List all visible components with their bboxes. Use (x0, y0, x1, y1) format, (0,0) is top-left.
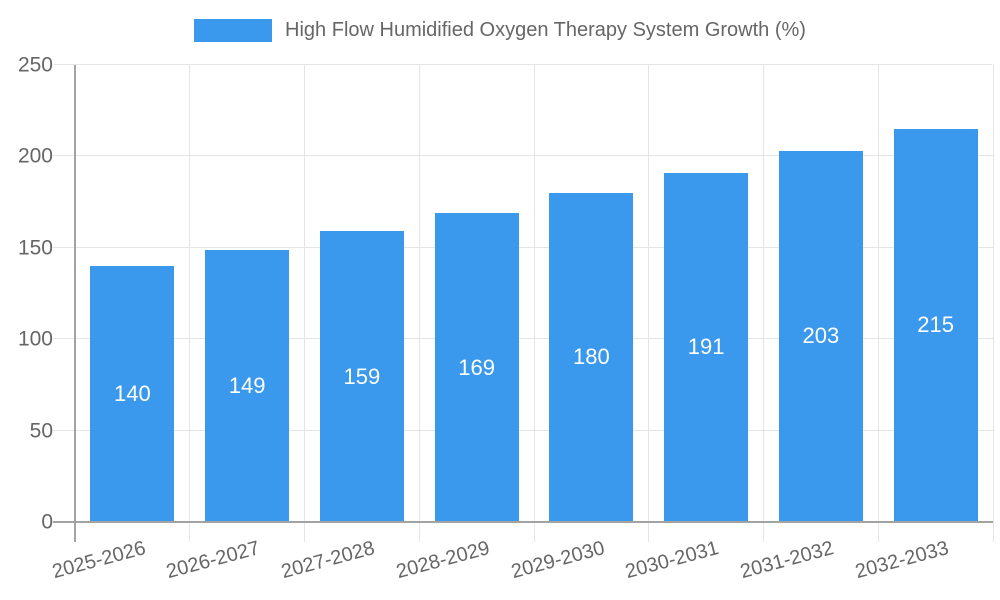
v-gridline (648, 65, 650, 542)
bar-band: 215 (878, 65, 993, 522)
bar-band: 180 (534, 65, 649, 522)
bar-value-label: 191 (687, 334, 725, 360)
v-gridline (418, 65, 420, 542)
bar[interactable]: 159 (319, 231, 404, 522)
x-axis-tick-label: 2025-2026 (49, 537, 148, 584)
y-axis-tick-label: 150 (17, 236, 53, 260)
bar-value-label: 159 (343, 363, 381, 389)
x-axis-tick-label: 2030-2031 (623, 537, 722, 584)
bar[interactable]: 203 (778, 150, 863, 522)
v-gridline (189, 65, 191, 542)
y-axis-tick-label: 200 (17, 144, 53, 168)
y-axis-tick-label: 0 (41, 510, 53, 534)
v-gridline (304, 65, 305, 542)
bar[interactable]: 149 (205, 249, 289, 522)
bar-band: 149 (190, 65, 305, 522)
v-gridline (877, 65, 879, 542)
bar-value-label: 140 (114, 381, 151, 407)
h-gridline (53, 246, 993, 248)
h-gridline (53, 429, 993, 431)
bar[interactable]: 169 (434, 213, 519, 522)
x-axis-tick-label: 2028-2029 (393, 537, 493, 584)
y-axis-tick-label: 50 (29, 419, 53, 443)
bar-band: 191 (649, 65, 764, 522)
v-gridline (763, 65, 764, 542)
x-axis-tick-label: 2027-2028 (279, 537, 378, 584)
v-gridline (992, 65, 994, 542)
y-axis-line (74, 65, 76, 542)
bar[interactable]: 191 (664, 172, 748, 522)
bar-band: 159 (305, 65, 420, 522)
bar[interactable]: 180 (549, 192, 634, 522)
bar-value-label: 215 (917, 312, 954, 338)
h-gridline (53, 338, 993, 340)
legend-swatch[interactable] (194, 19, 273, 42)
bar-band: 140 (75, 65, 190, 522)
bar[interactable]: 140 (90, 266, 175, 522)
bar-value-label: 180 (573, 344, 610, 370)
bar[interactable]: 215 (893, 128, 978, 522)
x-axis-tick-label: 2029-2030 (508, 537, 607, 584)
bar-value-label: 169 (458, 354, 495, 380)
bar-value-label: 149 (228, 372, 266, 398)
y-axis-tick-label: 250 (17, 53, 53, 77)
legend[interactable]: High Flow Humidified Oxygen Therapy Syst… (0, 19, 1000, 42)
h-gridline (53, 64, 993, 65)
x-axis-tick-label: 2032-2033 (852, 537, 952, 584)
bar-value-label: 203 (802, 323, 840, 349)
chart-title: High Flow Humidified Oxygen Therapy Syst… (285, 19, 806, 41)
x-axis-line (53, 521, 993, 523)
v-gridline (533, 65, 535, 542)
x-axis-tick-label: 2026-2027 (164, 537, 263, 584)
h-gridline (53, 155, 993, 157)
bar-band: 169 (419, 65, 534, 522)
y-axis-tick-label: 100 (17, 327, 53, 351)
bar-band: 203 (764, 65, 879, 522)
plot-area: 0 50 100 150 200 250 140 149 159 169 180 191 203 215 2… (18, 55, 994, 583)
x-axis-tick-label: 2031-2032 (738, 537, 837, 584)
